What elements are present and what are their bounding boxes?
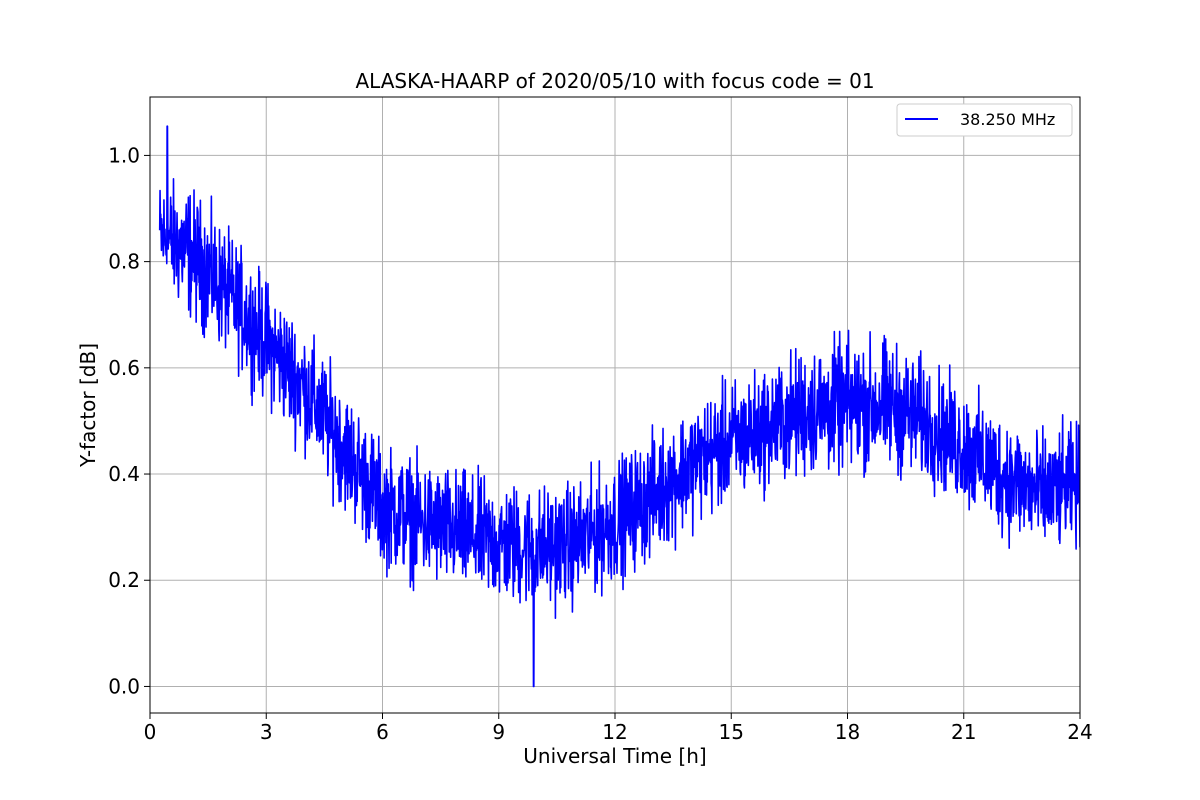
series-layer bbox=[158, 125, 1080, 688]
y-tick-label-0: 0.0 bbox=[108, 674, 140, 698]
y-tick-label-3: 0.6 bbox=[108, 356, 140, 380]
x-tick-label-5: 15 bbox=[719, 720, 744, 744]
x-tick-label-4: 12 bbox=[602, 720, 627, 744]
series-line-38-250-mhz bbox=[158, 125, 1080, 688]
y-tick-label-1: 0.2 bbox=[108, 568, 140, 592]
y-axis-label: Y-factor [dB] bbox=[76, 343, 100, 468]
x-tick-label-7: 21 bbox=[951, 720, 976, 744]
chart-title: ALASKA-HAARP of 2020/05/10 with focus co… bbox=[355, 69, 874, 93]
legend: 38.250 MHz bbox=[896, 103, 1073, 137]
legend-box bbox=[896, 103, 1073, 137]
y-tick-label-4: 0.8 bbox=[108, 250, 140, 274]
y-tick-label-2: 0.4 bbox=[108, 462, 140, 486]
y-axis-ticks: 0.0 0.2 0.4 0.6 0.8 1.0 bbox=[108, 143, 150, 698]
x-axis-label: Universal Time [h] bbox=[523, 744, 706, 768]
x-tick-label-3: 9 bbox=[492, 720, 505, 744]
y-tick-label-5: 1.0 bbox=[108, 143, 140, 167]
x-tick-label-1: 3 bbox=[260, 720, 273, 744]
x-tick-label-6: 18 bbox=[835, 720, 860, 744]
x-tick-label-2: 6 bbox=[376, 720, 389, 744]
legend-label-38-250-mhz: 38.250 MHz bbox=[960, 110, 1055, 129]
x-tick-label-0: 0 bbox=[144, 720, 157, 744]
x-tick-label-8: 24 bbox=[1067, 720, 1092, 744]
x-axis-ticks: 0 3 6 9 12 15 18 21 24 bbox=[144, 713, 1093, 744]
